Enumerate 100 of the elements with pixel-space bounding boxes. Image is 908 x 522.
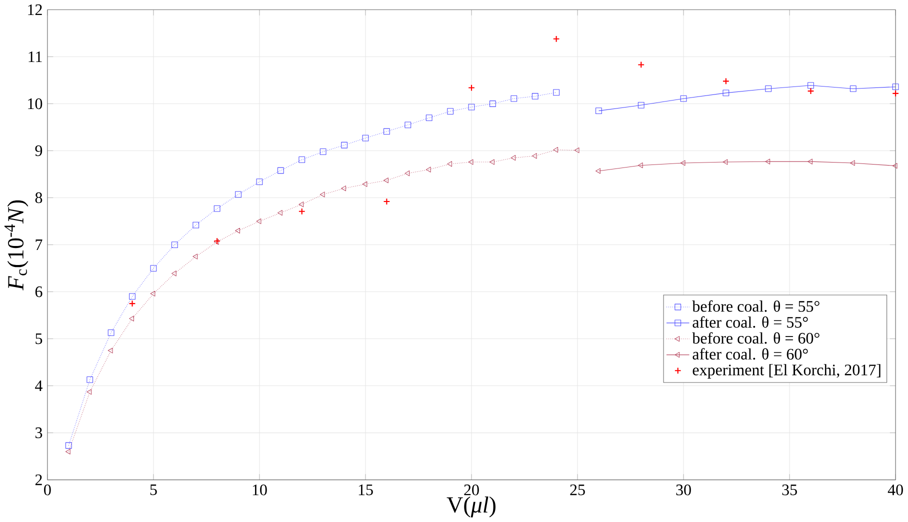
y-tick-label: 9 — [35, 145, 42, 156]
x-tick-label: 5 — [150, 484, 157, 496]
point — [86, 376, 94, 383]
point — [426, 114, 432, 122]
point — [108, 330, 114, 336]
point — [596, 168, 600, 174]
x-tick-label: 10 — [252, 484, 267, 496]
legend-label: after coal. θ = 60° — [692, 348, 808, 360]
point — [192, 254, 198, 260]
point — [807, 88, 814, 95]
x-tick-label: 20 — [464, 484, 479, 496]
point — [65, 448, 70, 454]
point — [320, 148, 326, 155]
point — [468, 159, 474, 165]
point — [129, 316, 134, 322]
y-tick-label: 4 — [35, 380, 42, 392]
point — [808, 158, 812, 164]
point — [468, 84, 475, 92]
point — [128, 300, 136, 308]
point — [722, 159, 728, 165]
point — [680, 160, 686, 166]
y-tick-label: 5 — [36, 334, 42, 344]
point — [680, 95, 687, 102]
point — [765, 86, 772, 92]
y-tick-label: 7 — [36, 240, 42, 250]
point — [404, 170, 410, 176]
point — [341, 142, 348, 148]
point — [850, 160, 855, 166]
y-axis-title: F$_{c}$(10$^{-4}$N) — [4, 200, 28, 290]
point — [171, 270, 176, 276]
point — [277, 167, 284, 174]
point — [362, 181, 368, 188]
point — [510, 155, 516, 161]
point — [150, 290, 156, 297]
x-tick-label: 15 — [358, 484, 373, 496]
point — [171, 242, 178, 248]
point — [722, 90, 730, 96]
point — [383, 178, 388, 184]
y-tick-label: 11 — [28, 52, 42, 62]
point — [532, 153, 537, 159]
point — [638, 162, 643, 168]
point — [765, 158, 770, 164]
point — [808, 82, 814, 89]
point — [298, 208, 306, 215]
point — [277, 210, 282, 216]
x-tick-label: 30 — [676, 484, 691, 496]
legend-label: after coal. θ = 55° — [692, 316, 808, 328]
point — [510, 95, 518, 102]
point — [638, 61, 645, 68]
point — [383, 128, 390, 135]
point — [447, 161, 452, 167]
point — [553, 147, 558, 153]
legend-label: experiment [El Korchi, 2017] — [692, 364, 880, 379]
point — [447, 108, 454, 115]
point — [192, 222, 200, 228]
point — [341, 186, 346, 192]
point — [468, 104, 475, 110]
point — [596, 108, 602, 114]
point — [490, 100, 496, 108]
point — [235, 228, 240, 234]
point — [553, 89, 560, 96]
y-tick-label: 10 — [28, 98, 42, 110]
point — [298, 156, 306, 163]
point — [490, 159, 494, 165]
point — [320, 192, 325, 198]
point — [426, 166, 431, 172]
point — [892, 90, 900, 97]
point — [298, 202, 304, 208]
point — [214, 205, 220, 212]
point — [108, 348, 113, 354]
point — [532, 93, 538, 100]
point — [850, 86, 856, 92]
point — [383, 198, 390, 206]
point — [362, 134, 369, 142]
point — [552, 35, 560, 42]
legend-label: before coal. θ = 60° — [692, 332, 820, 344]
point — [892, 163, 898, 169]
point — [256, 218, 262, 224]
x-axis-title: V(μl) — [446, 496, 496, 518]
point — [235, 191, 242, 198]
point — [129, 293, 136, 300]
point — [404, 122, 412, 128]
y-tick-label: 3 — [36, 427, 42, 438]
point — [638, 102, 644, 108]
y-tick-label: 8 — [35, 192, 42, 204]
x-tick-label: 0 — [44, 484, 51, 496]
x-tick-label: 25 — [570, 484, 585, 496]
y-tick-label: 2 — [35, 474, 42, 486]
x-tick-label: 35 — [782, 484, 797, 496]
x-tick-label: 40 — [888, 484, 903, 496]
point — [86, 389, 92, 395]
y-tick-label: 12 — [28, 4, 42, 16]
point — [256, 178, 263, 186]
point — [574, 148, 580, 154]
y-tick-label: 6 — [35, 286, 42, 298]
point — [892, 84, 899, 90]
point — [65, 442, 72, 449]
point — [722, 78, 730, 85]
legend-label: before coal. θ = 55° — [692, 300, 820, 312]
point — [150, 265, 157, 272]
